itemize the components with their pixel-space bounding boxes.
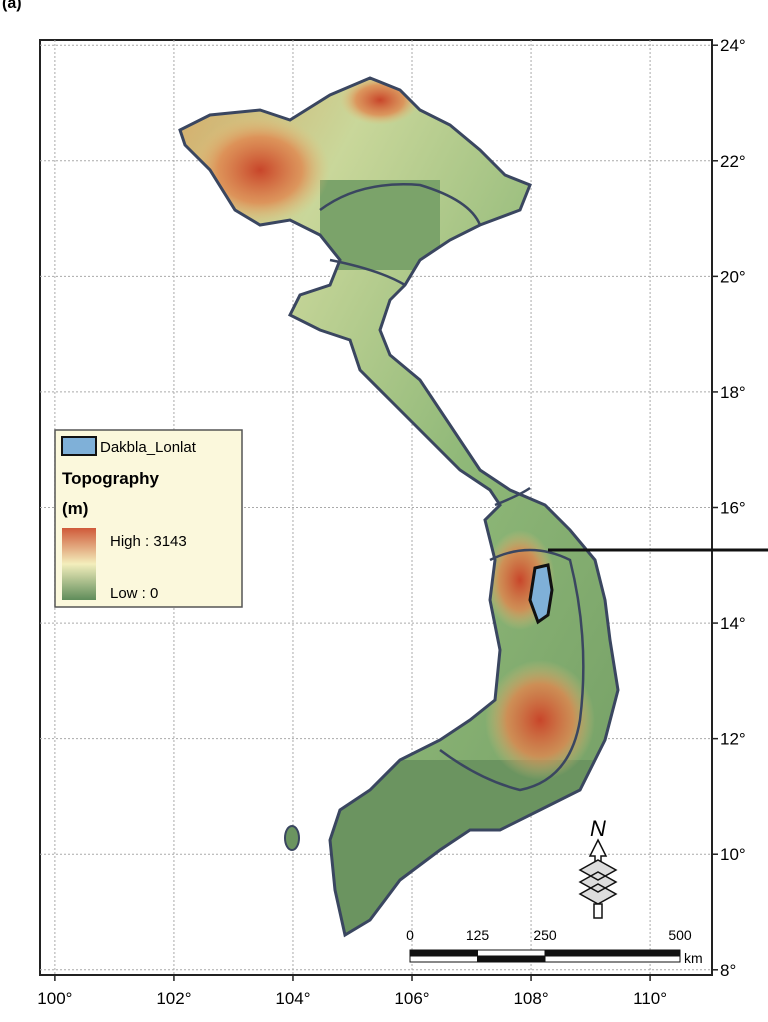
scale-segment	[477, 949, 546, 957]
lon-label: 110°	[633, 989, 667, 1008]
north-arrow: N	[578, 816, 618, 919]
scale-segment	[409, 955, 478, 963]
lat-label: 24°	[720, 36, 746, 55]
scale-label: 500	[668, 927, 692, 943]
island	[284, 825, 300, 851]
lon-label: 108°	[513, 989, 548, 1008]
lon-label: 102°	[156, 989, 191, 1008]
lat-label: 14°	[720, 614, 746, 633]
legend-low: Low : 0	[110, 585, 158, 602]
scale-segment	[409, 949, 478, 957]
legend: Dakbla_Lonlat Topography (m) High : 3143…	[54, 429, 243, 608]
scale-bar: 0 125 250 500 km	[406, 927, 703, 966]
color-ramp	[62, 528, 96, 600]
lat-label: 8°	[720, 961, 736, 980]
lat-label: 22°	[720, 152, 746, 171]
dakbla-basin	[528, 563, 554, 625]
scale-segment	[544, 955, 681, 963]
scale-label: 0	[406, 927, 414, 943]
lat-label: 18°	[720, 383, 746, 402]
lat-label: 12°	[720, 730, 746, 749]
lat-label: 16°	[720, 499, 746, 518]
legend-title: Topography	[62, 469, 159, 488]
scale-label: 125	[466, 927, 490, 943]
arrow-base	[578, 859, 618, 905]
scale-segment	[477, 955, 546, 963]
legend-high: High : 3143	[110, 533, 187, 550]
legend-unit: (m)	[62, 499, 88, 518]
legend-label: Dakbla_Lonlat	[100, 439, 197, 456]
north-label: N	[590, 816, 606, 841]
lon-label: 100°	[37, 989, 72, 1008]
lat-label: 10°	[720, 845, 746, 864]
lat-label: 20°	[720, 267, 746, 286]
scale-label: 250	[533, 927, 557, 943]
legend-swatch	[61, 436, 97, 456]
arrow-stem	[593, 903, 603, 919]
highland	[485, 660, 595, 780]
region-boundary	[319, 183, 585, 792]
lon-label: 106°	[394, 989, 429, 1008]
panel-label: (a)	[2, 0, 22, 12]
scale-segment	[544, 949, 681, 957]
scale-unit: km	[684, 950, 703, 966]
lon-label: 104°	[275, 989, 310, 1008]
red-river-delta	[320, 180, 440, 270]
